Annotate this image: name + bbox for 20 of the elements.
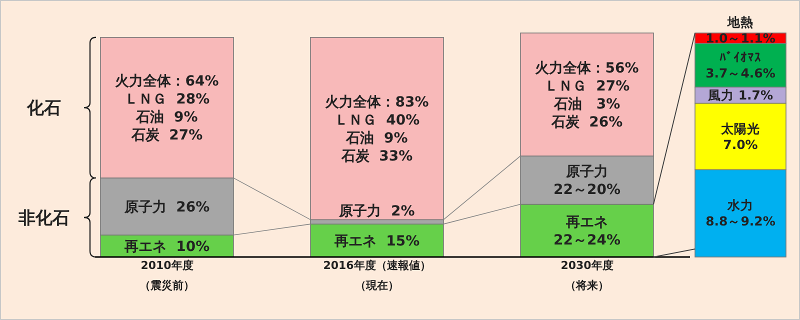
data-label: 地熱 1.0～1.1%: [706, 14, 776, 46]
data-label: 火力全体：64% ＬＮＧ 28% 石油 9% 石炭 27%: [115, 74, 219, 144]
data-label: 原子力 22～20%: [554, 164, 620, 198]
data-label: ﾊﾞｲｵﾏｽ 3.7～4.6%: [706, 50, 776, 81]
data-label: 再エネ 15%: [333, 233, 420, 250]
text: 非化石: [18, 208, 70, 228]
data-label: 火力全体：83% ＬＮＧ 40% 石油 9% 石炭 33%: [325, 94, 429, 164]
x-tick-label: 2030年度（将来）: [560, 258, 614, 292]
data-label: 原子力 26%: [123, 199, 210, 216]
data-label: 火力全体：56% ＬＮＧ 27% 石油 3% 石炭 26%: [535, 60, 639, 130]
x-tick-label: 2016年度（速報値）（現在）: [323, 258, 431, 292]
data-label: 太陽光 7.0%: [720, 120, 760, 152]
data-label: 原子力 2%: [338, 204, 415, 220]
text: 化石: [26, 98, 61, 119]
data-label: 再エネ 22～24%: [554, 214, 620, 249]
data-label: 再エネ 10%: [123, 238, 210, 255]
bar: [310, 36, 444, 220]
data-label: 水力 8.8～9.2%: [706, 198, 776, 229]
x-tick-label: 2010年度（震災前）: [140, 258, 194, 292]
data-label: 風力 1.7%: [706, 88, 774, 103]
